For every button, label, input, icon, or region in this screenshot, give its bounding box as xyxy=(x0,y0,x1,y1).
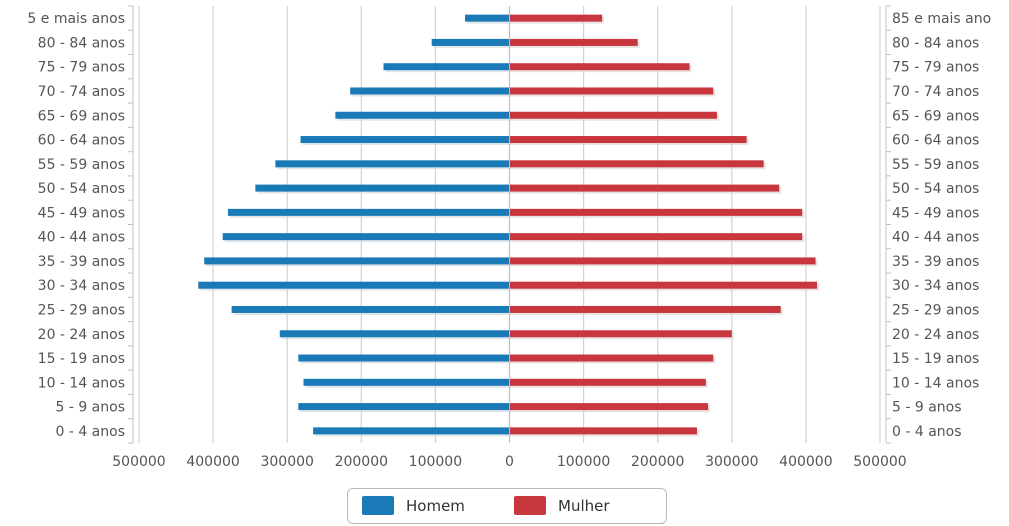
bar-homem xyxy=(431,38,510,46)
left-category-label: 5 e mais anos xyxy=(27,11,125,27)
bar-homem xyxy=(383,63,510,71)
right-category-label: 30 - 34 anos xyxy=(892,278,979,294)
bar-homem xyxy=(227,208,510,216)
bar-mulher xyxy=(509,427,697,435)
bar-homem xyxy=(255,184,510,192)
bar-homem xyxy=(300,136,510,144)
homem-swatch xyxy=(362,496,394,515)
right-category-label: 10 - 14 anos xyxy=(892,375,979,391)
left-category-label: 75 - 79 anos xyxy=(38,60,125,76)
right-category-label: 60 - 64 anos xyxy=(892,133,979,149)
right-category-label: 80 - 84 anos xyxy=(892,35,979,51)
left-category-label: 65 - 69 anos xyxy=(38,108,125,124)
bar-mulher xyxy=(509,14,603,22)
right-category-label: 55 - 59 anos xyxy=(892,157,979,173)
legend-label-homem: Homem xyxy=(406,496,465,515)
left-category-label: 15 - 19 anos xyxy=(38,351,125,367)
right-category-label: 15 - 19 anos xyxy=(892,351,979,367)
bar-homem xyxy=(231,305,510,313)
x-tick-label: 500000 xyxy=(853,454,906,470)
bar-homem xyxy=(298,354,510,362)
bar-homem xyxy=(275,160,510,168)
right-category-label: 20 - 24 anos xyxy=(892,327,979,343)
right-category-label: 35 - 39 anos xyxy=(892,254,979,270)
bar-mulher xyxy=(509,378,706,386)
bar-homem xyxy=(335,111,510,119)
legend-label-mulher: Mulher xyxy=(558,496,610,515)
right-category-label: 0 - 4 anos xyxy=(892,424,962,440)
bar-mulher xyxy=(509,257,816,265)
x-tick-label: 400000 xyxy=(186,454,239,470)
left-category-label: 50 - 54 anos xyxy=(38,181,125,197)
bar-mulher xyxy=(509,184,780,192)
left-category-label: 5 - 9 anos xyxy=(55,400,125,416)
bar-homem xyxy=(198,281,510,289)
right-category-label: 85 e mais ano xyxy=(892,11,991,27)
x-tick-label: 500000 xyxy=(112,454,165,470)
bar-mulher xyxy=(509,281,818,289)
x-tick-label: 200000 xyxy=(631,454,684,470)
right-category-label: 25 - 29 anos xyxy=(892,302,979,318)
x-tick-label: 0 xyxy=(505,454,514,470)
x-tick-label: 200000 xyxy=(335,454,388,470)
bar-mulher xyxy=(509,330,732,338)
bar-homem xyxy=(313,427,510,435)
bar-mulher xyxy=(509,233,803,241)
right-category-label: 50 - 54 anos xyxy=(892,181,979,197)
x-tick-label: 400000 xyxy=(779,454,832,470)
right-category-label: 5 - 9 anos xyxy=(892,400,962,416)
left-category-label: 80 - 84 anos xyxy=(38,35,125,51)
left-category-label: 25 - 29 anos xyxy=(38,302,125,318)
left-category-label: 10 - 14 anos xyxy=(38,375,125,391)
x-tick-label: 300000 xyxy=(260,454,313,470)
bar-homem xyxy=(465,14,510,22)
mulher-swatch xyxy=(514,496,546,515)
left-category-label: 40 - 44 anos xyxy=(38,230,125,246)
right-category-label: 75 - 79 anos xyxy=(892,60,979,76)
legend: Homem Mulher xyxy=(347,488,667,524)
bar-mulher xyxy=(509,403,709,411)
bar-mulher xyxy=(509,305,781,313)
x-tick-label: 300000 xyxy=(705,454,758,470)
bar-mulher xyxy=(509,63,690,71)
x-tick-label: 100000 xyxy=(409,454,462,470)
bar-mulher xyxy=(509,160,764,168)
left-category-label: 45 - 49 anos xyxy=(38,205,125,221)
left-category-label: 60 - 64 anos xyxy=(38,133,125,149)
right-category-label: 40 - 44 anos xyxy=(892,230,979,246)
bar-mulher xyxy=(509,354,714,362)
bar-homem xyxy=(204,257,510,265)
left-category-label: 0 - 4 anos xyxy=(55,424,125,440)
right-category-label: 65 - 69 anos xyxy=(892,108,979,124)
bar-mulher xyxy=(509,111,717,119)
bar-homem xyxy=(279,330,510,338)
left-category-label: 35 - 39 anos xyxy=(38,254,125,270)
bar-homem xyxy=(303,378,510,386)
bar-mulher xyxy=(509,87,714,95)
right-category-label: 70 - 74 anos xyxy=(892,84,979,100)
left-category-label: 70 - 74 anos xyxy=(38,84,125,100)
bar-mulher xyxy=(509,136,747,144)
legend-item-mulher[interactable]: Mulher xyxy=(514,496,610,515)
bar-mulher xyxy=(509,208,803,216)
bar-homem xyxy=(298,403,510,411)
left-category-label: 55 - 59 anos xyxy=(38,157,125,173)
right-category-label: 45 - 49 anos xyxy=(892,205,979,221)
legend-item-homem[interactable]: Homem xyxy=(362,496,465,515)
bar-homem xyxy=(350,87,510,95)
bar-homem xyxy=(222,233,510,241)
x-tick-label: 100000 xyxy=(557,454,610,470)
left-category-label: 30 - 34 anos xyxy=(38,278,125,294)
left-category-label: 20 - 24 anos xyxy=(38,327,125,343)
bar-mulher xyxy=(509,38,638,46)
